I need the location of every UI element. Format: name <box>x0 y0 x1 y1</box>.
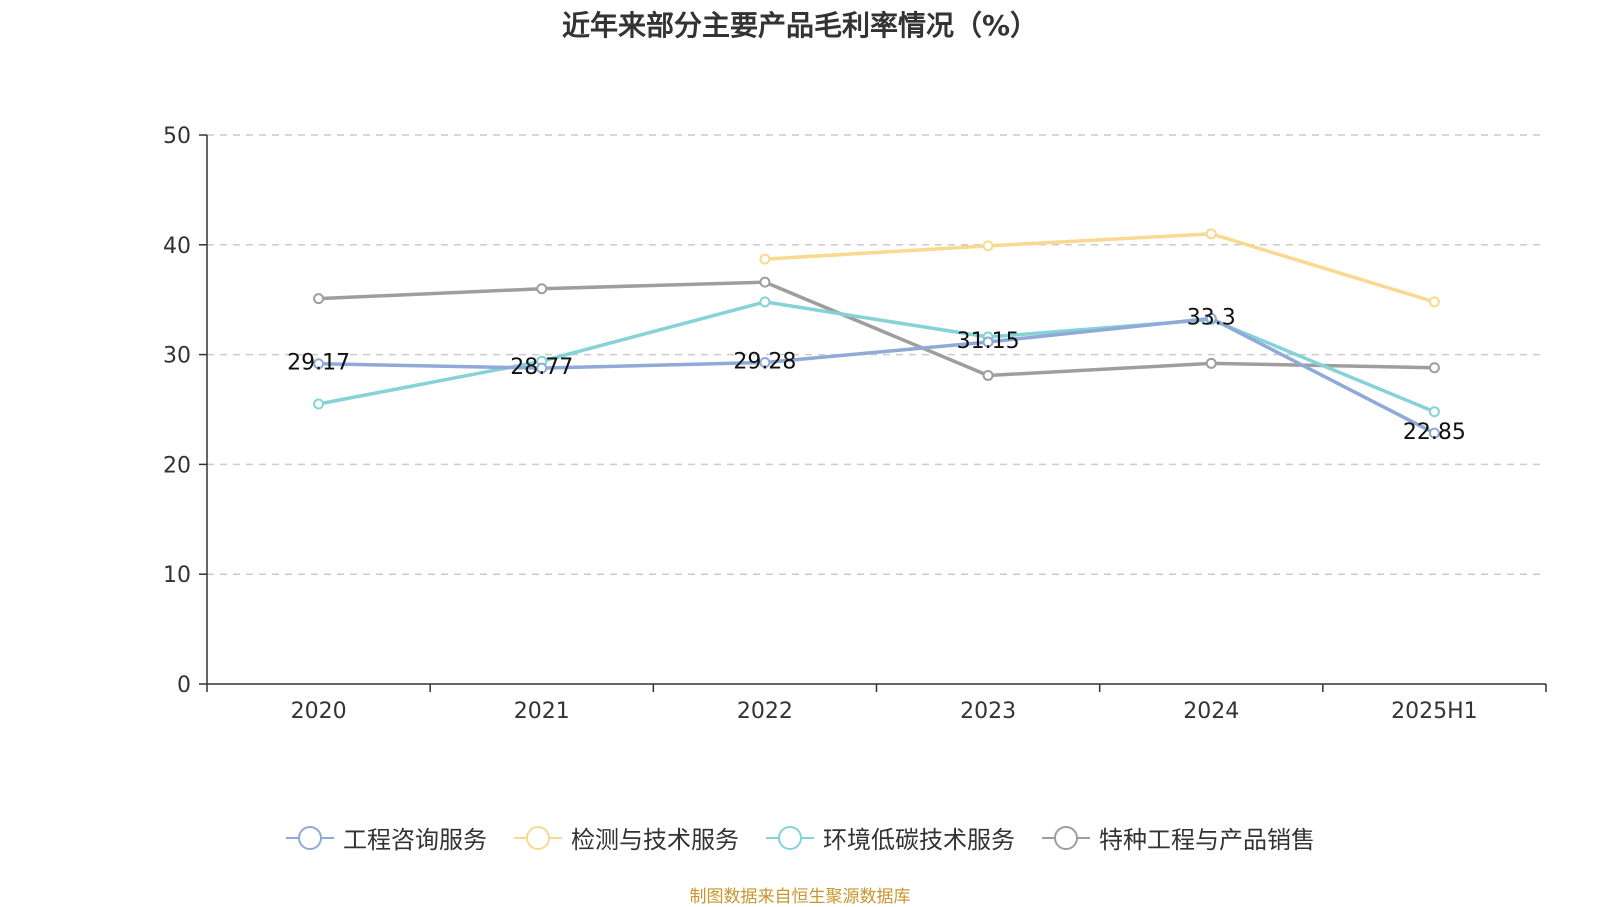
y-tick-label: 30 <box>163 344 191 369</box>
x-tick-label: 2025H1 <box>1391 699 1478 724</box>
x-tick-label: 2022 <box>737 699 793 724</box>
line-chart: 0 10 20 30 40 50 2020 2021 2022 2023 2024 2025H1 29… <box>163 124 1547 724</box>
data-label: 29.17 <box>287 351 350 376</box>
series-line <box>316 300 1437 414</box>
series-line <box>763 232 1437 304</box>
series-1 <box>759 228 1440 308</box>
y-tick-label: 40 <box>163 234 191 259</box>
data-point <box>313 358 325 370</box>
data-point <box>759 296 771 308</box>
data-point <box>982 240 994 252</box>
data-label-layer: 29.17 28.77 29.28 31.15 33.3 22.85 <box>287 305 1466 445</box>
x-tick-label: 2024 <box>1183 699 1239 724</box>
y-tick-label: 20 <box>163 453 191 478</box>
legend-label: 特种工程与产品销售 <box>1099 826 1315 854</box>
x-tick-label: 2021 <box>514 699 570 724</box>
data-label: 33.3 <box>1187 305 1236 330</box>
legend-marker <box>778 825 802 850</box>
x-tick-label: 2023 <box>960 699 1016 724</box>
series-line <box>316 316 1437 435</box>
data-point <box>1428 427 1440 439</box>
series-0 <box>313 312 1440 439</box>
series-layer <box>313 228 1440 439</box>
data-point <box>536 283 548 295</box>
data-label: 29.28 <box>733 350 796 375</box>
legend-marker <box>298 825 322 850</box>
chart-title: 近年来部分主要产品毛利率情况（%） <box>561 9 1039 42</box>
data-point <box>313 293 325 305</box>
data-point <box>1428 406 1440 418</box>
y-tick-label: 50 <box>163 124 191 149</box>
data-point <box>536 362 548 374</box>
source-note: 制图数据来自恒生聚源数据库 <box>689 887 911 907</box>
data-point <box>759 253 771 265</box>
data-point <box>313 398 325 410</box>
axis-layer: 0 10 20 30 40 50 2020 2021 2022 2023 2024 2025H1 <box>163 124 1547 724</box>
legend-marker <box>1054 825 1078 850</box>
legend-item[interactable]: 工程咨询服务 <box>285 820 487 855</box>
legend-label: 工程咨询服务 <box>343 826 487 854</box>
chart-legend: 工程咨询服务 检测与技术服务 环境低碳技术服务 特种工程与产品销售 <box>0 820 1600 855</box>
data-point <box>1428 296 1440 308</box>
series-line <box>316 280 1437 378</box>
y-tick-label: 10 <box>163 563 191 588</box>
series-3 <box>313 276 1440 381</box>
data-point <box>982 336 994 348</box>
data-label: 28.77 <box>510 355 573 380</box>
data-point <box>759 276 771 288</box>
data-label: 31.15 <box>957 329 1020 354</box>
legend-swatch <box>285 824 335 852</box>
legend-swatch <box>765 824 815 852</box>
data-point <box>759 357 771 369</box>
series-2 <box>313 296 1440 418</box>
y-tick-label: 0 <box>177 673 191 698</box>
data-point <box>1205 228 1217 240</box>
legend-swatch <box>513 824 563 852</box>
legend-item[interactable]: 特种工程与产品销售 <box>1041 820 1315 855</box>
data-point <box>1428 362 1440 374</box>
grid-layer <box>207 134 1546 575</box>
data-point <box>982 369 994 381</box>
x-tick-label: 2020 <box>291 699 347 724</box>
legend-item[interactable]: 检测与技术服务 <box>513 820 739 855</box>
legend-label: 环境低碳技术服务 <box>823 826 1015 854</box>
legend-marker <box>526 825 550 850</box>
data-point <box>1205 312 1217 324</box>
data-label: 22.85 <box>1403 420 1466 445</box>
legend-item[interactable]: 环境低碳技术服务 <box>765 820 1015 855</box>
legend-swatch <box>1041 824 1091 852</box>
legend-label: 检测与技术服务 <box>571 826 739 854</box>
data-point <box>1205 357 1217 369</box>
